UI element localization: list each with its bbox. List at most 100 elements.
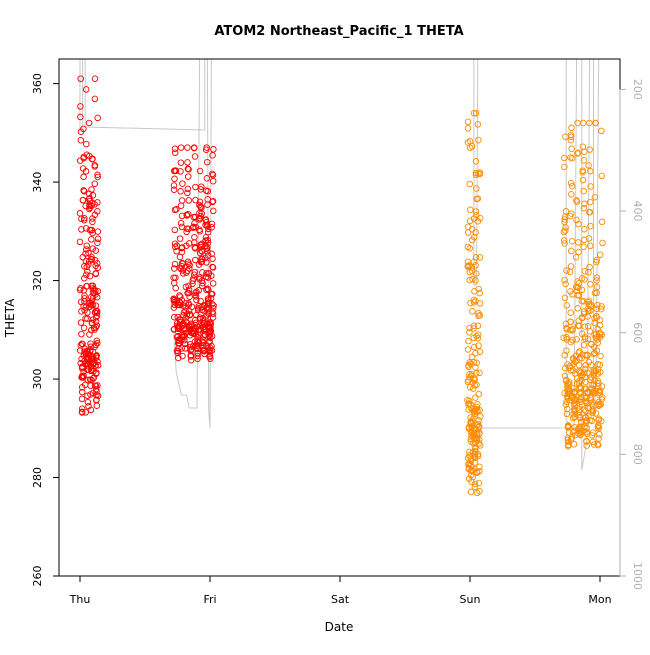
data-point	[207, 355, 214, 363]
data-point	[582, 407, 589, 415]
data-point	[567, 436, 575, 443]
data-point	[592, 119, 599, 127]
data-point	[562, 280, 569, 288]
data-point	[570, 396, 578, 404]
data-point	[84, 315, 91, 322]
data-point	[477, 413, 484, 420]
data-point	[575, 380, 583, 387]
data-point	[568, 237, 576, 245]
data-point	[86, 197, 94, 205]
data-point	[80, 173, 87, 181]
data-point	[586, 198, 594, 206]
data-point	[594, 423, 602, 431]
data-point	[206, 319, 213, 326]
data-point	[591, 193, 599, 201]
data-point	[195, 287, 202, 294]
data-point	[595, 425, 602, 432]
data-point	[177, 144, 185, 151]
data-point	[468, 143, 476, 150]
data-point	[464, 346, 472, 353]
data-point	[78, 409, 86, 416]
plot-frame	[58, 58, 621, 577]
data-point	[196, 314, 204, 321]
data-point	[580, 187, 587, 195]
x-tick-label: Thu	[69, 593, 91, 606]
data-point	[196, 198, 204, 206]
data-point	[472, 208, 480, 215]
data-point	[84, 398, 92, 406]
data-point	[467, 457, 475, 465]
data-point	[94, 114, 101, 122]
data-point	[465, 337, 472, 345]
data-point	[563, 333, 570, 341]
data-point	[89, 192, 97, 199]
data-point	[93, 396, 100, 404]
data-point	[568, 183, 576, 190]
data-point	[204, 236, 211, 244]
data-point	[78, 388, 86, 396]
data-point	[578, 314, 586, 321]
data-point	[597, 352, 604, 360]
data-point	[177, 265, 185, 273]
data-point	[191, 220, 198, 227]
y-tick-label: 360	[31, 73, 44, 94]
data-point	[471, 480, 479, 488]
data-point	[200, 346, 208, 354]
data-point	[576, 348, 583, 355]
data-point	[595, 422, 602, 430]
data-point	[83, 140, 90, 148]
data-point	[183, 269, 190, 276]
data-point	[206, 347, 214, 355]
data-point	[581, 406, 588, 413]
data-point	[473, 430, 481, 437]
data-point	[581, 333, 589, 341]
data-point	[476, 254, 484, 261]
data-point	[568, 155, 576, 162]
data-point	[89, 282, 97, 290]
data-point	[567, 392, 574, 399]
data-point	[567, 247, 575, 255]
data-point	[575, 220, 582, 228]
data-point	[82, 86, 90, 93]
data-point	[589, 429, 597, 436]
data-point	[191, 233, 198, 241]
data-point	[595, 415, 603, 423]
data-point	[91, 180, 99, 187]
data-point	[596, 431, 603, 438]
data-point	[86, 303, 94, 310]
data-point	[564, 380, 571, 387]
data-point	[81, 274, 88, 282]
data-point	[563, 398, 570, 406]
data-point	[204, 286, 212, 293]
data-point	[204, 228, 212, 236]
data-point	[587, 394, 594, 402]
data-point	[585, 307, 592, 315]
data-point	[473, 370, 480, 377]
data-point	[567, 136, 575, 144]
data-point	[563, 410, 571, 418]
data-point	[191, 244, 198, 251]
data-point	[196, 214, 204, 222]
data-point	[574, 150, 581, 157]
data-point	[90, 374, 97, 382]
data-point	[573, 197, 580, 204]
data-point	[566, 268, 574, 276]
data-point	[209, 152, 216, 159]
data-point	[189, 342, 197, 350]
data-point	[174, 301, 181, 308]
data-point	[588, 361, 595, 369]
data-point	[81, 215, 88, 222]
x-tick-label: Sun	[460, 593, 481, 606]
data-point	[199, 255, 206, 263]
x-axis-label: Date	[325, 620, 354, 634]
data-point	[196, 167, 204, 175]
data-point	[183, 211, 191, 219]
data-point	[578, 286, 586, 294]
data-point	[81, 307, 88, 314]
data-point	[178, 244, 186, 251]
data-point	[209, 171, 217, 179]
data-point	[176, 235, 184, 242]
data-point	[202, 313, 210, 320]
data-point	[589, 407, 596, 415]
data-point	[585, 297, 593, 305]
